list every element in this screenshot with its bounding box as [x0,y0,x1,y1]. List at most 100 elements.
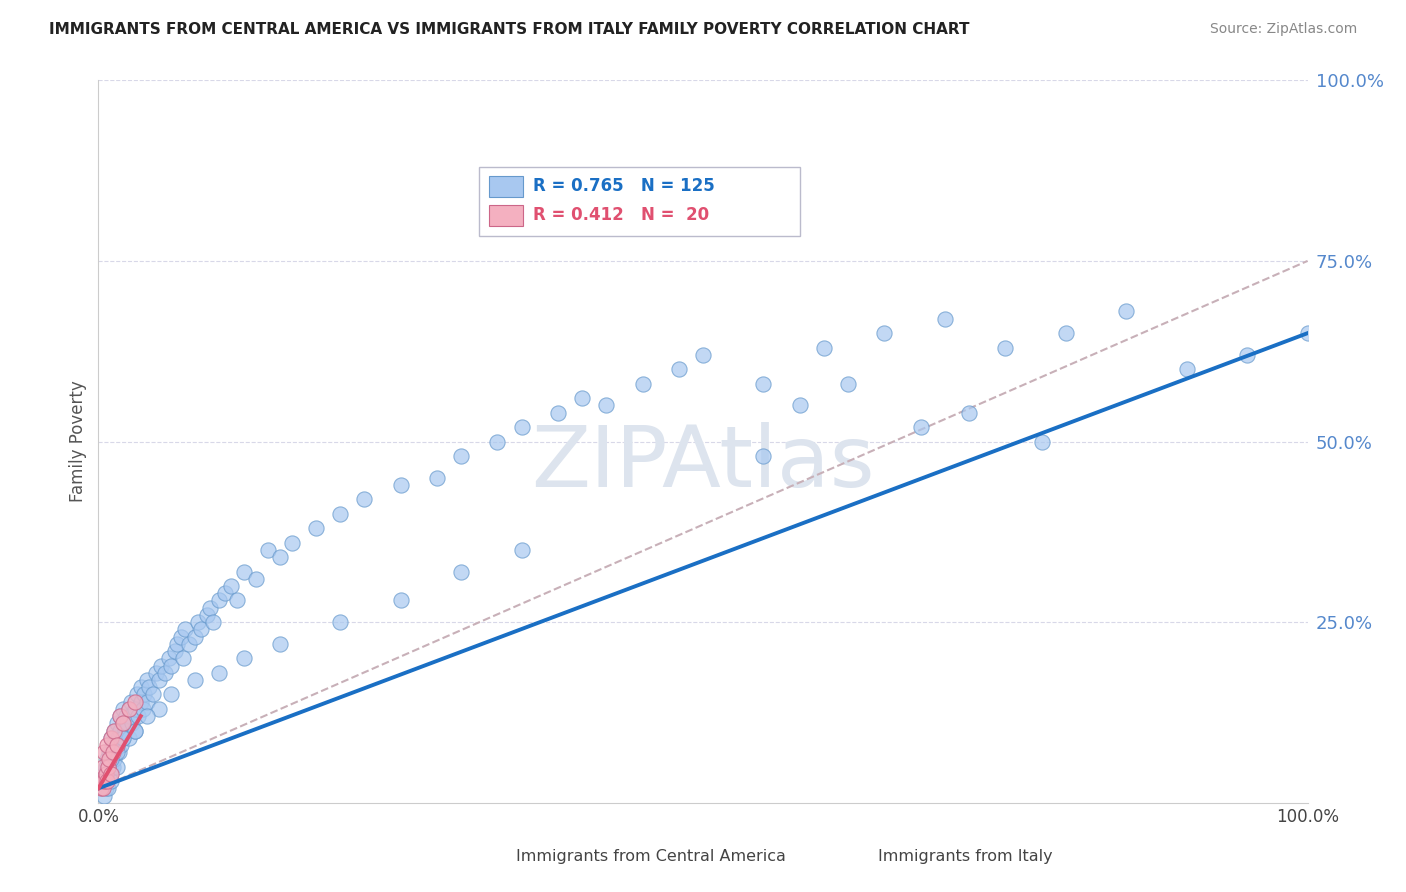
Point [118,702,141,716]
Point [221,579,243,593]
Point [100,767,122,781]
Point [389,593,412,607]
Point [595,398,617,412]
Point [281,535,304,549]
Text: ZIPAtlas: ZIPAtlas [531,422,875,505]
Point [101,760,124,774]
Text: Immigrants from Central America: Immigrants from Central America [516,849,786,864]
Point [135,695,157,709]
Point [329,615,352,630]
Point [153,665,176,680]
Point [752,376,775,391]
Point [547,406,569,420]
Point [111,702,134,716]
Point [145,665,167,680]
Point [134,687,156,701]
Point [94,767,117,781]
FancyBboxPatch shape [489,176,523,197]
FancyBboxPatch shape [479,167,800,235]
Point [179,637,201,651]
Point [148,673,170,687]
Point [103,723,125,738]
Point [450,565,472,579]
Point [450,449,472,463]
Point [110,738,132,752]
Point [98,752,121,766]
Point [269,550,291,565]
Point [117,716,139,731]
Point [208,665,231,680]
Point [1031,434,1053,449]
Point [100,745,122,759]
Point [90,781,112,796]
Point [91,774,114,789]
Point [245,572,267,586]
Point [187,615,209,630]
Point [353,492,375,507]
Point [127,687,149,701]
Point [129,695,152,709]
Point [150,658,173,673]
Point [105,738,128,752]
Point [105,738,128,752]
Point [118,702,141,716]
Point [93,774,115,789]
Point [873,326,896,340]
Point [910,420,932,434]
Point [96,774,118,789]
Point [97,781,120,796]
Point [105,716,128,731]
Point [111,731,134,745]
Point [105,760,128,774]
Point [195,607,218,622]
Point [329,507,352,521]
Point [426,470,449,484]
Point [486,434,509,449]
Point [124,723,146,738]
Point [163,644,186,658]
Point [142,687,165,701]
Point [96,738,118,752]
Point [190,623,212,637]
Point [98,745,121,759]
Point [837,376,859,391]
Point [94,760,117,774]
Point [91,781,114,796]
Point [100,731,122,745]
Point [269,637,291,651]
Point [118,709,141,723]
Point [124,702,146,716]
Point [120,695,142,709]
Point [100,760,122,774]
Point [91,760,114,774]
Point [101,745,124,759]
Point [692,348,714,362]
Point [103,752,125,766]
Point [198,600,221,615]
Point [994,341,1017,355]
Point [100,731,122,745]
Point [91,774,114,789]
Point [98,767,121,781]
Point [101,738,124,752]
Point [256,542,278,557]
Point [138,680,160,694]
Point [111,731,134,745]
Text: Immigrants from Italy: Immigrants from Italy [879,849,1053,864]
Point [166,637,188,651]
Point [97,760,120,774]
Point [214,586,236,600]
Point [232,651,254,665]
Point [957,406,980,420]
Point [934,311,956,326]
Point [100,774,122,789]
Point [108,723,131,738]
Point [132,702,155,716]
FancyBboxPatch shape [489,204,523,227]
Point [93,745,115,759]
Point [184,630,207,644]
Point [104,745,127,759]
Point [157,651,180,665]
Point [121,716,143,731]
Point [184,673,207,687]
